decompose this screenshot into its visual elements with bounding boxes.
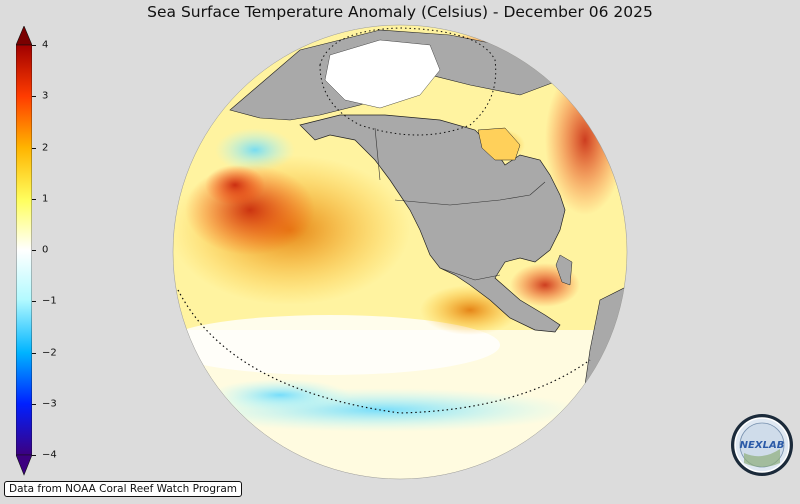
globe-outline bbox=[172, 24, 628, 480]
data-credit: Data from NOAA Coral Reef Watch Program bbox=[4, 481, 242, 497]
colorbar-tick-label: −2 bbox=[42, 347, 57, 358]
cool-anomaly-patch bbox=[210, 379, 350, 411]
colorbar-tick-mark bbox=[32, 250, 36, 251]
colorbar-tick-mark bbox=[32, 198, 36, 200]
arctic-circle-line bbox=[319, 27, 497, 136]
colorbar-tick-label: −3 bbox=[42, 398, 57, 410]
colorbar-tick-label: −1 bbox=[42, 295, 57, 307]
colorbar-tick-mark bbox=[32, 301, 36, 303]
hot-anomaly-core bbox=[205, 165, 265, 205]
hudson-bay bbox=[477, 127, 521, 161]
north-america-land bbox=[299, 114, 566, 333]
colorbar-tick-label: 4 bbox=[42, 39, 49, 51]
colorbar-bottom-extend bbox=[16, 454, 32, 476]
chart-title: Sea Surface Temperature Anomaly (Celsius… bbox=[147, 3, 653, 21]
colorbar-tick-mark bbox=[32, 403, 36, 405]
alaska-border bbox=[374, 127, 381, 181]
arctic-sea-ice bbox=[324, 39, 441, 109]
us-mexico-border bbox=[439, 267, 501, 281]
colorbar-tick-label: 2 bbox=[42, 142, 49, 153]
colorbar-tick-mark bbox=[32, 147, 36, 149]
neutral-zone bbox=[173, 315, 500, 375]
us-canada-border bbox=[394, 181, 546, 206]
colorbar-tick-mark bbox=[32, 45, 36, 46]
florida-land bbox=[555, 254, 573, 286]
colorbar-tick-label: 0 bbox=[42, 244, 49, 256]
nexlab-logo-icon[interactable]: NEXLAB bbox=[730, 413, 794, 477]
colorbar-tick-mark bbox=[32, 96, 36, 98]
colorbar-tick-mark bbox=[32, 455, 36, 456]
logo-text: NEXLAB bbox=[740, 440, 785, 451]
colorbar bbox=[16, 26, 32, 476]
colorbar-tick-label: 1 bbox=[42, 193, 49, 205]
colorbar-tick-label: −4 bbox=[42, 449, 57, 461]
colorbar-tick-label: 3 bbox=[42, 90, 49, 102]
colorbar-tick-mark bbox=[32, 352, 36, 354]
